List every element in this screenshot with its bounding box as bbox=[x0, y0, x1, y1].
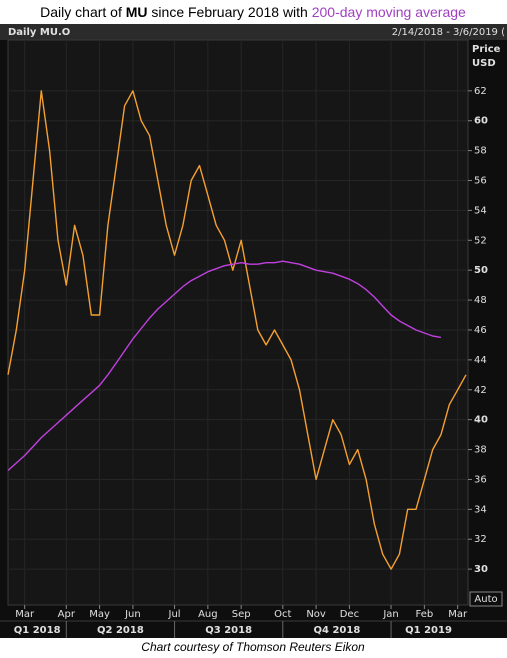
y-tick-label: 40 bbox=[474, 415, 488, 426]
series-line bbox=[7, 260, 442, 472]
x-tick-label: May bbox=[89, 609, 110, 620]
x-tick-label: Feb bbox=[416, 609, 434, 620]
x-tick-label: Aug bbox=[198, 609, 218, 620]
x-tick-label: Oct bbox=[274, 609, 291, 620]
x-tick-label: Jan bbox=[382, 609, 398, 620]
quarter-label: Q2 2018 bbox=[97, 625, 144, 636]
y-tick-label: 38 bbox=[474, 445, 487, 456]
header-bar bbox=[0, 24, 507, 40]
caption: Chart courtesy of Thomson Reuters Eikon bbox=[141, 640, 365, 654]
y-tick-label: 54 bbox=[474, 205, 487, 216]
scale-button-label[interactable]: Auto bbox=[474, 594, 497, 605]
series-line bbox=[7, 90, 467, 570]
x-tick-label: Mar bbox=[15, 609, 35, 620]
y-axis-unit: USD bbox=[472, 58, 496, 69]
title-part: since February 2018 with bbox=[148, 4, 312, 20]
y-tick-label: 46 bbox=[474, 325, 487, 336]
quarter-label: Q3 2018 bbox=[205, 625, 252, 636]
y-tick-label: 30 bbox=[474, 564, 488, 575]
title-highlight: 200-day moving average bbox=[312, 4, 466, 20]
x-tick-label: Mar bbox=[448, 609, 468, 620]
caption-bg bbox=[0, 638, 507, 658]
x-tick-label: Jul bbox=[168, 609, 181, 620]
y-tick-label: 36 bbox=[474, 474, 487, 485]
title-ticker: MU bbox=[126, 4, 148, 20]
y-tick-label: 48 bbox=[474, 295, 487, 306]
quarter-label: Q4 2018 bbox=[314, 625, 361, 636]
quarter-label: Q1 2019 bbox=[405, 625, 452, 636]
y-tick-label: 52 bbox=[474, 235, 487, 246]
y-tick-label: 60 bbox=[474, 116, 488, 127]
quarter-label: Q1 2018 bbox=[14, 625, 61, 636]
x-tick-label: Nov bbox=[306, 609, 326, 620]
y-tick-label: 56 bbox=[474, 176, 487, 187]
plot-area bbox=[7, 39, 469, 606]
x-tick-label: Jun bbox=[124, 609, 141, 620]
y-tick-label: 62 bbox=[474, 86, 487, 97]
header-left: Daily MU.O bbox=[8, 27, 70, 38]
y-tick-label: 58 bbox=[474, 146, 487, 157]
header-right: 2/14/2018 - 3/6/2019 ( bbox=[392, 27, 505, 38]
y-tick-label: 32 bbox=[474, 534, 487, 545]
y-tick-label: 34 bbox=[474, 504, 487, 515]
x-tick-label: Sep bbox=[232, 609, 251, 620]
title-part: Daily chart of bbox=[40, 4, 126, 20]
y-tick-label: 50 bbox=[474, 265, 488, 276]
x-tick-label: Apr bbox=[58, 609, 76, 620]
x-tick-label: Dec bbox=[340, 609, 359, 620]
y-axis-label: Price bbox=[472, 44, 501, 55]
y-tick-label: 42 bbox=[474, 385, 487, 396]
y-tick-label: 44 bbox=[474, 355, 487, 366]
scale-button[interactable] bbox=[469, 591, 503, 607]
chart-title: Daily chart of MU since February 2018 wi… bbox=[40, 4, 466, 20]
